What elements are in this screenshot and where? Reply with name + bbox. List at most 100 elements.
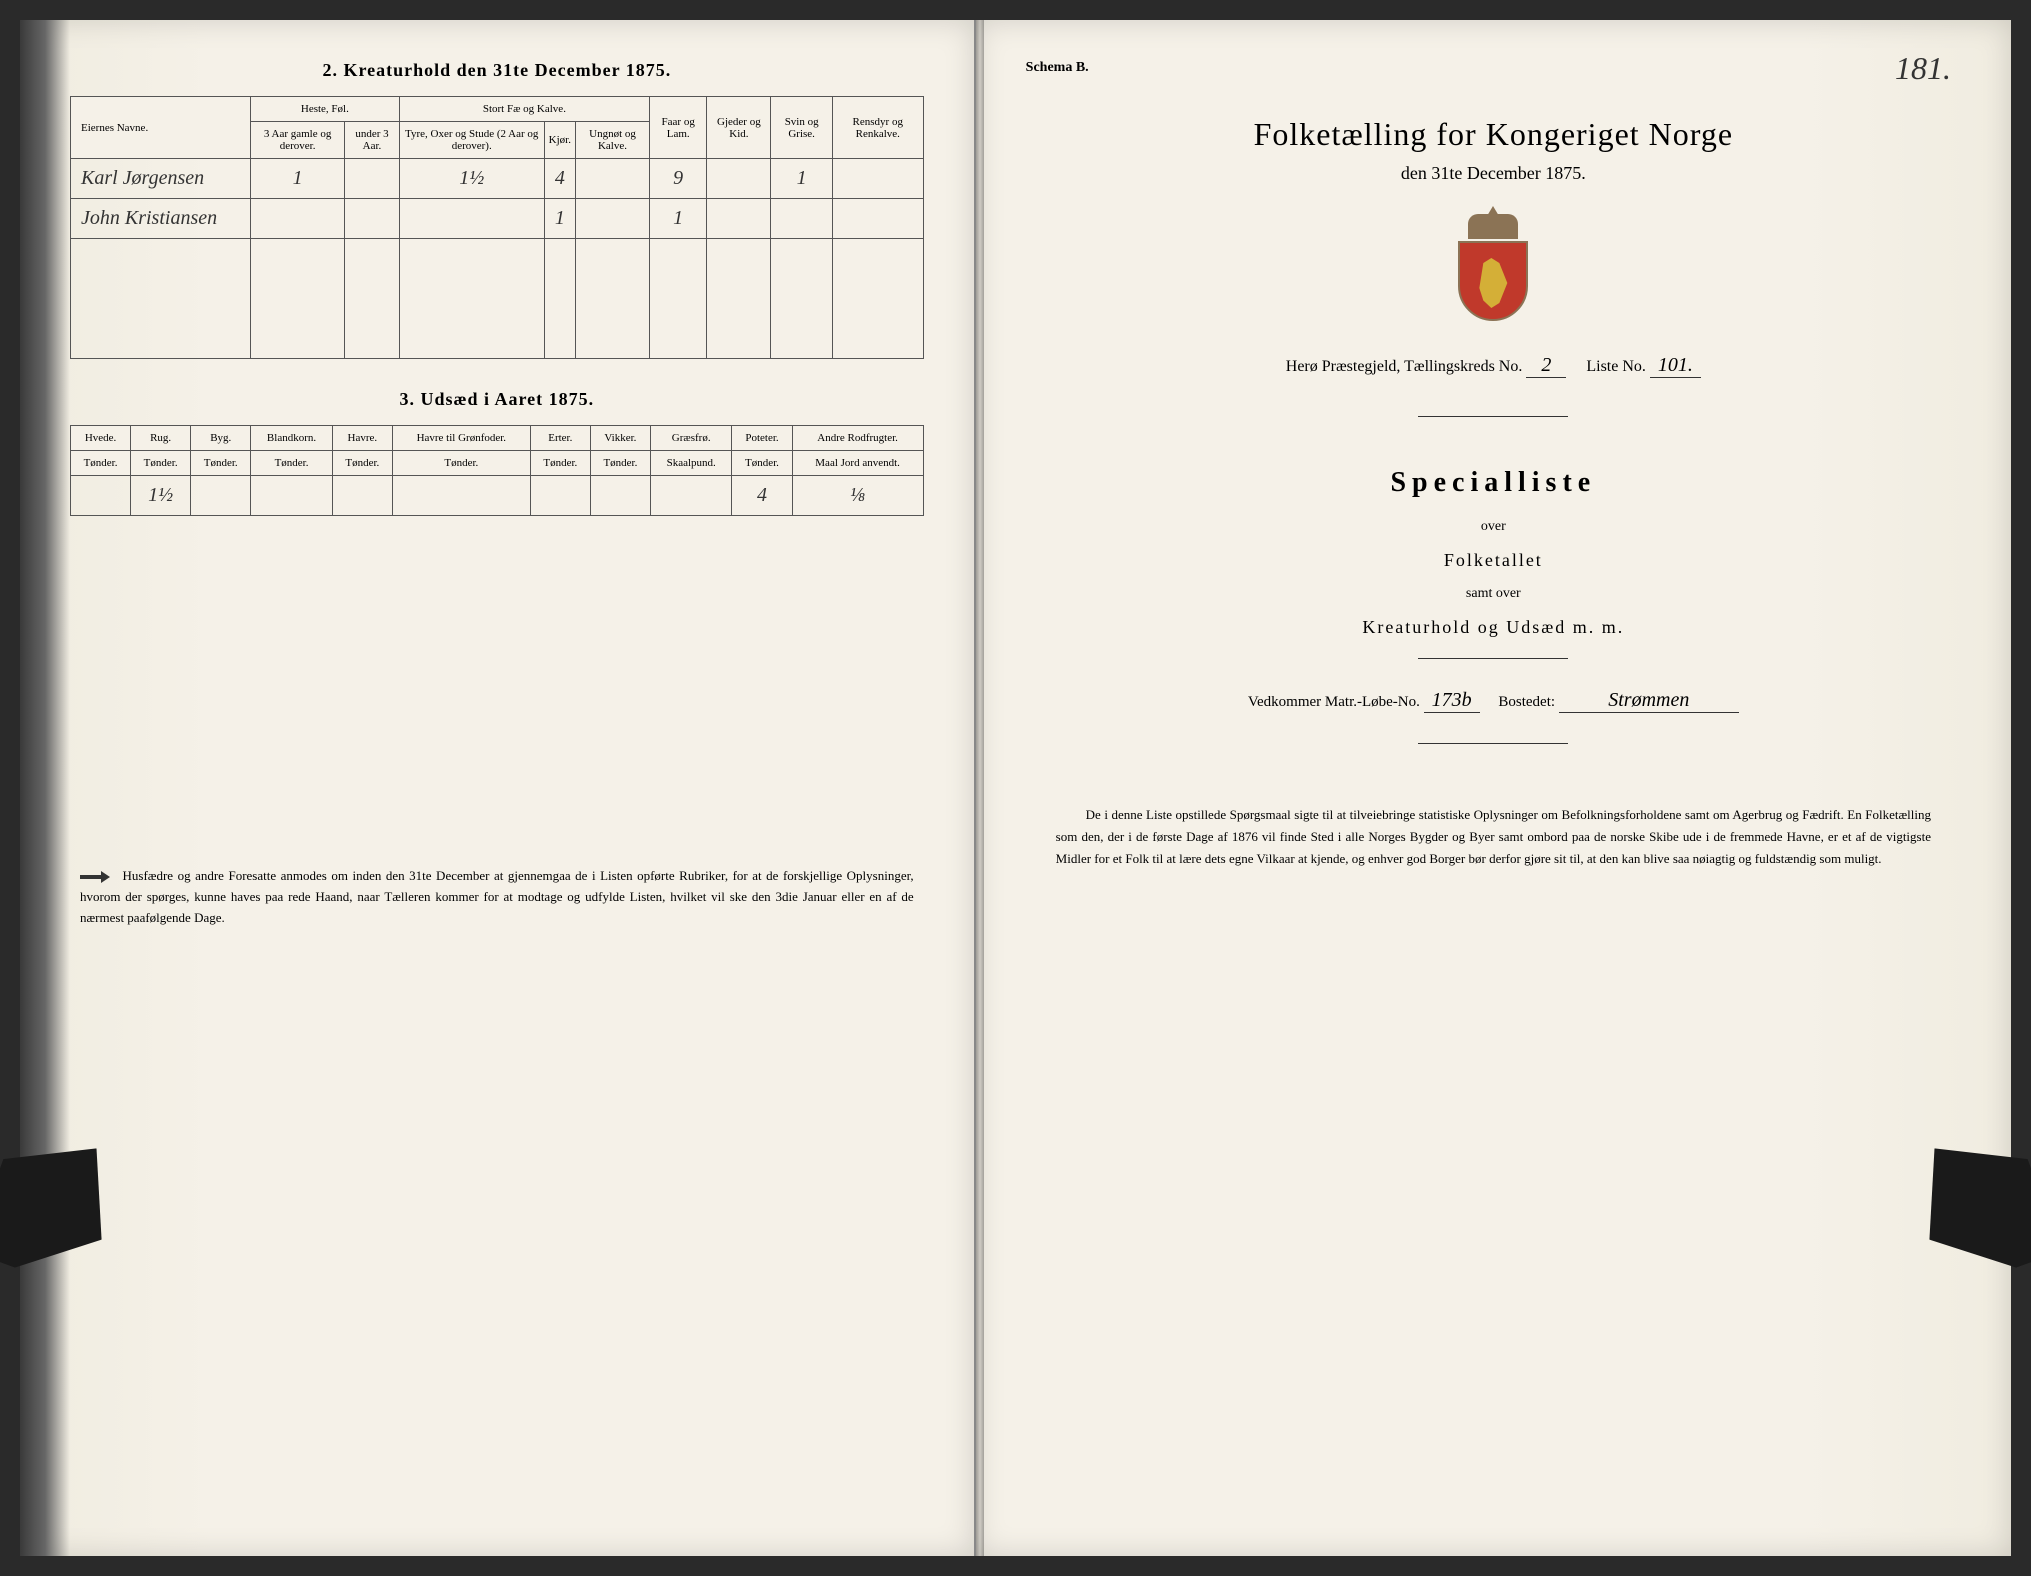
col-goats: Gjeder og Kid. — [707, 97, 771, 159]
liste-no: 101. — [1650, 354, 1701, 378]
col-mixed: Blandkorn. — [251, 426, 332, 451]
livestock-table: Eiernes Navne. Heste, Føl. Stort Fæ og K… — [70, 96, 924, 359]
cell: 1½ — [131, 476, 191, 516]
subtitle: den 31te December 1875. — [1026, 163, 1961, 184]
cell — [707, 199, 771, 239]
cell: 4 — [732, 476, 792, 516]
col-cattle-cows: Kjør. — [544, 122, 575, 159]
divider — [1418, 658, 1568, 659]
table-row: 1½ 4 ⅛ — [71, 476, 924, 516]
cell: 4 — [544, 159, 575, 199]
cell — [832, 159, 923, 199]
col-rye: Rug. — [131, 426, 191, 451]
book-spread: 2. Kreaturhold den 31te December 1875. E… — [20, 20, 2011, 1556]
book-edge — [20, 20, 70, 1556]
cell — [332, 476, 392, 516]
page-clip-right — [1901, 1120, 2031, 1293]
right-footnote: De i denne Liste opstillede Spørgsmaal s… — [1026, 804, 1961, 870]
vedkommer-prefix: Vedkommer Matr.-Løbe-No. — [1248, 694, 1420, 710]
col-vetch: Vikker. — [590, 426, 650, 451]
col-horses-young: under 3 Aar. — [345, 122, 400, 159]
left-page: 2. Kreaturhold den 31te December 1875. E… — [20, 20, 976, 1556]
col-potatoes: Poteter. — [732, 426, 792, 451]
unit: Tønder. — [392, 451, 530, 476]
cell — [251, 199, 345, 239]
lion-icon — [1475, 258, 1515, 308]
cell — [345, 159, 400, 199]
left-footnote: Husfædre og andre Foresatte anmodes om i… — [70, 866, 924, 929]
crown-icon — [1468, 214, 1518, 239]
col-wheat: Hvede. — [71, 426, 131, 451]
cell: 1 — [251, 159, 345, 199]
liste-prefix: Liste No. — [1586, 358, 1646, 375]
cell — [650, 476, 731, 516]
main-title: Folketælling for Kongeriget Norge — [1026, 116, 1961, 153]
cell-owner: Karl Jørgensen — [71, 159, 251, 199]
right-page: Schema B. 181. Folketælling for Kongerig… — [976, 20, 2011, 1556]
section2-title: 2. Kreaturhold den 31te December 1875. — [70, 60, 924, 81]
divider — [1418, 416, 1568, 417]
cell — [590, 476, 650, 516]
unit: Maal Jord anvendt. — [792, 451, 923, 476]
col-reindeer: Rensdyr og Renkalve. — [832, 97, 923, 159]
cell — [345, 199, 400, 239]
shield-icon — [1458, 241, 1528, 321]
bostedet: Strømmen — [1559, 689, 1739, 713]
unit: Tønder. — [590, 451, 650, 476]
footnote-text: Husfædre og andre Foresatte anmodes om i… — [80, 868, 914, 925]
empty-row — [71, 239, 924, 359]
district-no: 2 — [1526, 354, 1566, 378]
col-barley: Byg. — [191, 426, 251, 451]
col-grass: Græsfrø. — [650, 426, 731, 451]
district-prefix: Herø Præstegjeld, Tællingskreds No. — [1286, 358, 1523, 375]
table-row: Karl Jørgensen 1 1½ 4 9 1 — [71, 159, 924, 199]
book-spine — [976, 20, 984, 1556]
pointing-hand-icon — [80, 867, 110, 887]
over-text: over — [1026, 519, 1961, 535]
matr-no: 173b — [1424, 689, 1480, 713]
cell: ⅛ — [792, 476, 923, 516]
col-oats-fodder: Havre til Grønfoder. — [392, 426, 530, 451]
cell: 1 — [771, 159, 832, 199]
col-horses-old: 3 Aar gamle og derover. — [251, 122, 345, 159]
bostedet-prefix: Bostedet: — [1498, 694, 1555, 710]
unit: Tønder. — [71, 451, 131, 476]
col-oats: Havre. — [332, 426, 392, 451]
col-cattle-group: Stort Fæ og Kalve. — [399, 97, 649, 122]
col-other: Andre Rodfrugter. — [792, 426, 923, 451]
cell: 1½ — [399, 159, 544, 199]
cell — [575, 199, 649, 239]
spacer — [70, 546, 924, 826]
cell — [707, 159, 771, 199]
samt-over: samt over — [1026, 586, 1961, 602]
unit: Tønder. — [131, 451, 191, 476]
cell-owner: John Kristiansen — [71, 199, 251, 239]
col-cattle-bulls: Tyre, Oxer og Stude (2 Aar og derover). — [399, 122, 544, 159]
cell — [251, 476, 332, 516]
special-title: Specialliste — [1026, 467, 1961, 499]
col-owner: Eiernes Navne. — [71, 97, 251, 159]
section3-title: 3. Udsæd i Aaret 1875. — [70, 389, 924, 410]
sowing-table: Hvede. Rug. Byg. Blandkorn. Havre. Havre… — [70, 425, 924, 516]
vedkommer-line: Vedkommer Matr.-Løbe-No. 173b Bostedet: … — [1026, 689, 1961, 713]
cell: 9 — [650, 159, 707, 199]
cell — [575, 159, 649, 199]
table-row: John Kristiansen 1 1 — [71, 199, 924, 239]
unit: Tønder. — [530, 451, 590, 476]
col-pigs: Svin og Grise. — [771, 97, 832, 159]
schema-label: Schema B. — [1026, 60, 1961, 76]
cell — [832, 199, 923, 239]
unit: Tønder. — [732, 451, 792, 476]
col-horses-group: Heste, Føl. — [251, 97, 400, 122]
unit: Tønder. — [251, 451, 332, 476]
unit: Tønder. — [191, 451, 251, 476]
unit: Tønder. — [332, 451, 392, 476]
district-line: Herø Præstegjeld, Tællingskreds No. 2 Li… — [1026, 354, 1961, 386]
folketallet: Folketallet — [1026, 550, 1961, 571]
unit: Skaalpund. — [650, 451, 731, 476]
col-cattle-young: Ungnøt og Kalve. — [575, 122, 649, 159]
divider — [1418, 743, 1568, 744]
kreatur-line: Kreaturhold og Udsæd m. m. — [1026, 617, 1961, 638]
cell — [71, 476, 131, 516]
cell — [530, 476, 590, 516]
